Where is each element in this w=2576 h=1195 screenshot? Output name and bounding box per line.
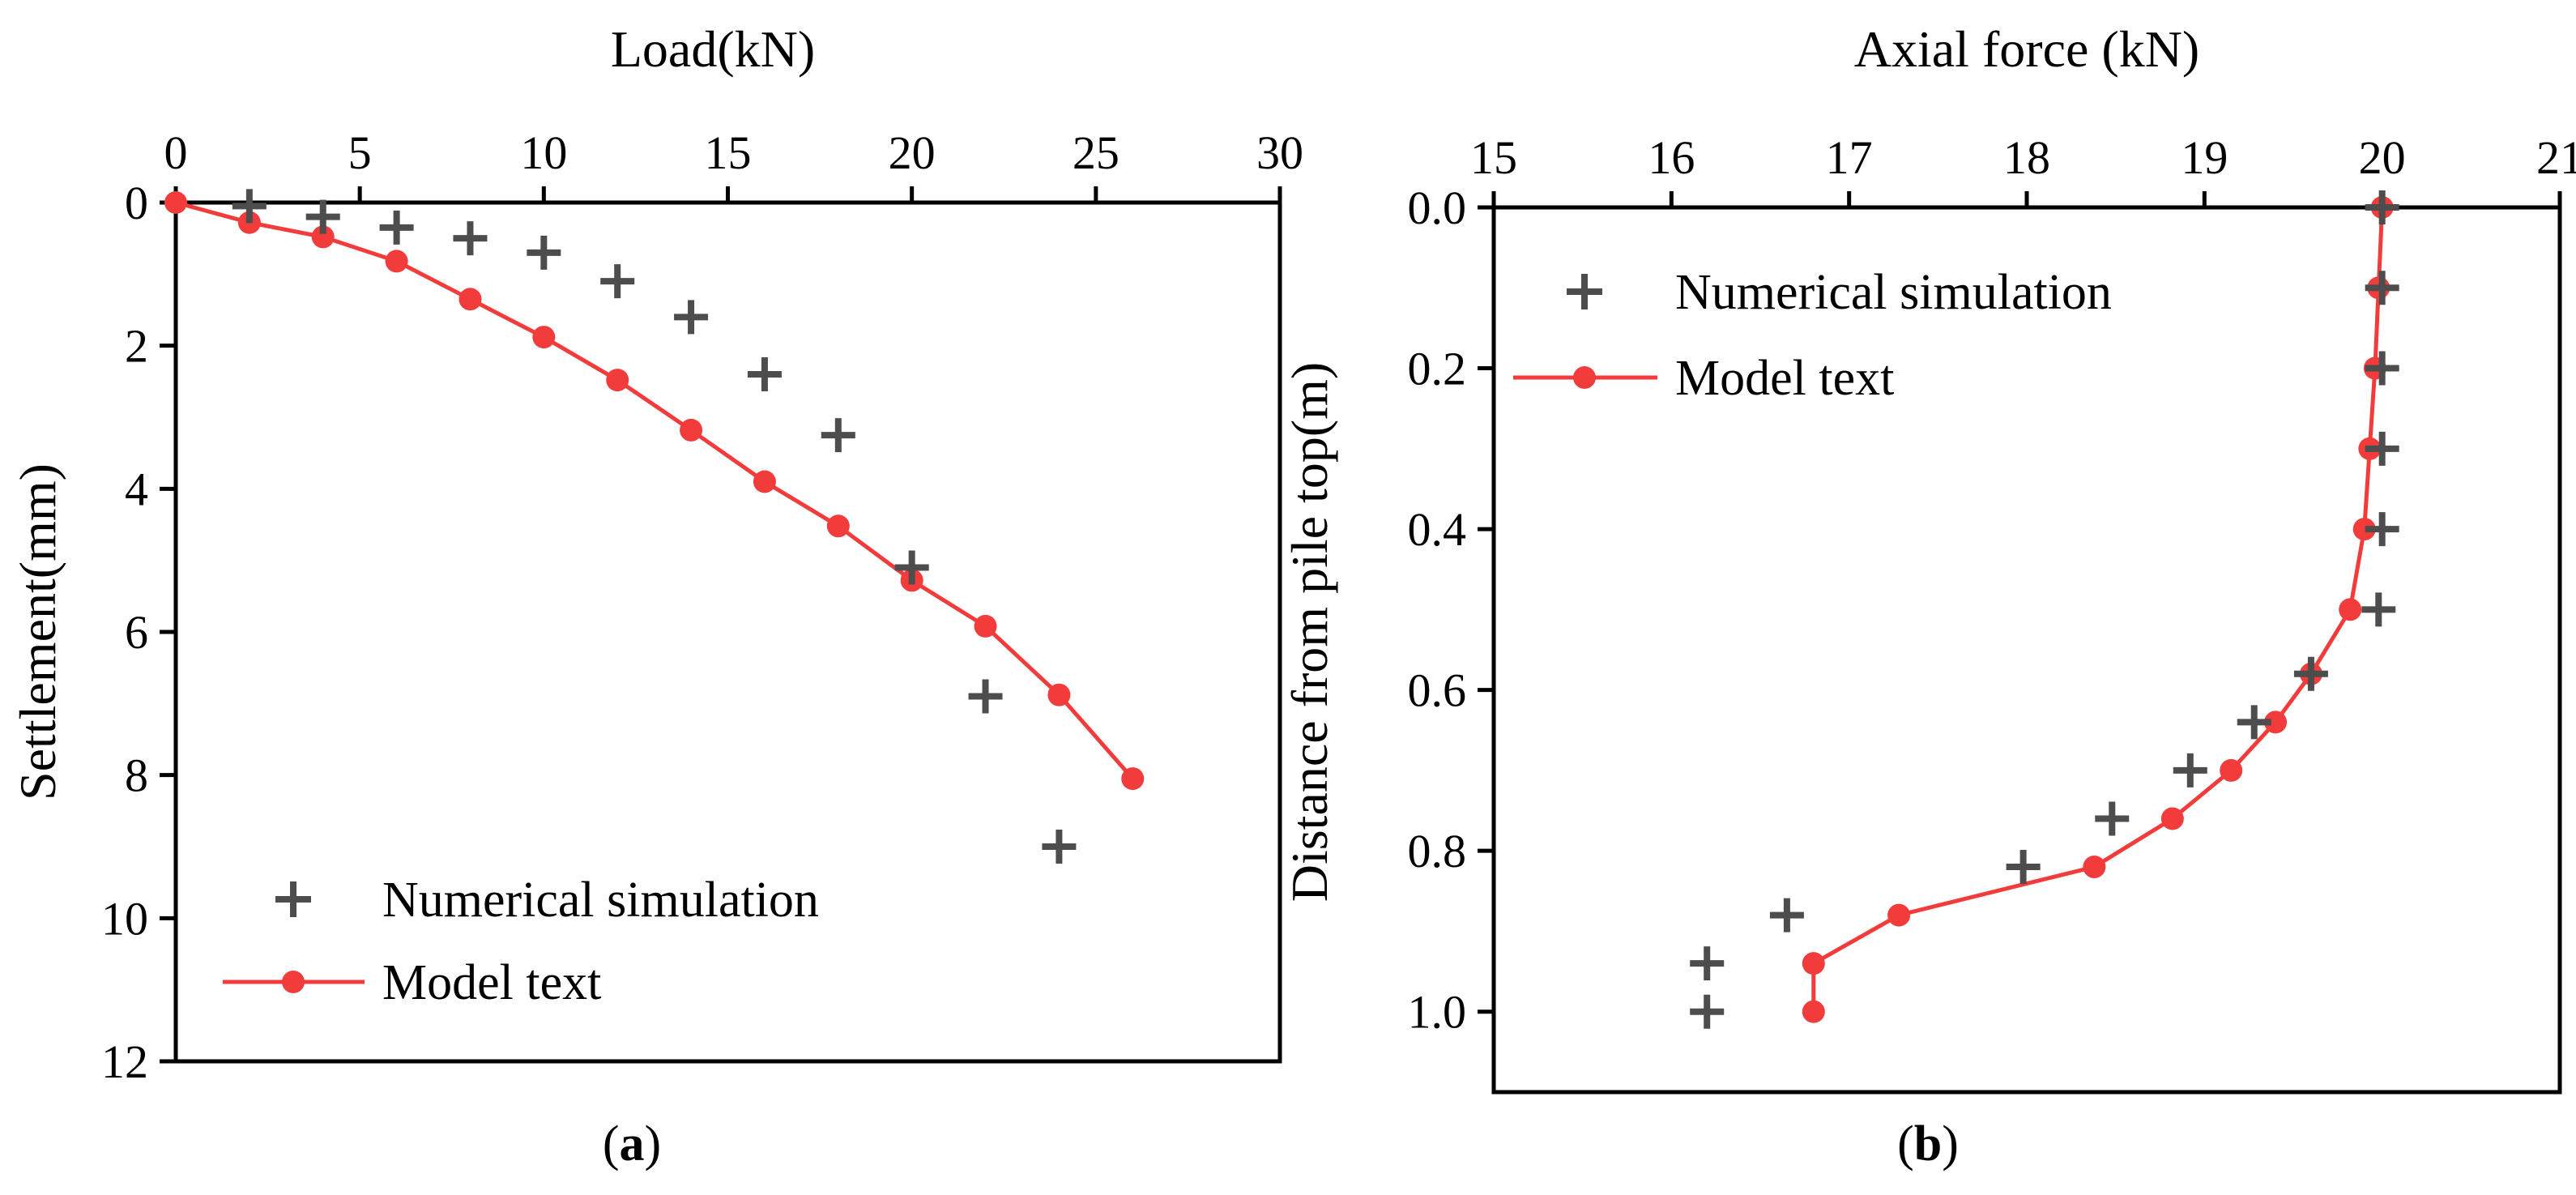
legend-b-simulation-label: Numerical simulation xyxy=(1675,265,2112,320)
y-tick-label-a-5: 10 xyxy=(101,892,148,945)
marks-a xyxy=(164,189,1144,864)
y-tick-label-a-3: 6 xyxy=(125,606,148,659)
model-point-b-5 xyxy=(2339,598,2361,621)
y-tick-label-a-1: 2 xyxy=(125,320,148,373)
model-point-b-13 xyxy=(1802,1001,1825,1023)
legend-a-simulation-label: Numerical simulation xyxy=(382,873,819,928)
legend-a: Numerical simulation Model text xyxy=(223,873,819,1010)
model-point-b-10 xyxy=(2083,856,2105,878)
y-tick-label-b-3: 0.6 xyxy=(1408,664,1467,717)
model-line-b xyxy=(1814,207,2382,1012)
panel-b: 15 16 17 18 19 20 21 0.0 0.2 0.4 0.6 0.8 1.0 Axial f… xyxy=(1281,20,2576,1172)
x-tick-label-b-5: 20 xyxy=(2359,131,2406,184)
simulation-point-a-9 xyxy=(895,551,929,585)
simulation-point-a-4 xyxy=(527,236,561,270)
model-point-a-0 xyxy=(164,191,187,214)
y-tick-label-a-0: 0 xyxy=(125,177,148,229)
simulation-point-a-7 xyxy=(748,357,782,391)
simulation-point-b-12 xyxy=(1690,946,1724,980)
model-point-a-12 xyxy=(1047,684,1070,706)
legend-b-simulation-marker xyxy=(1567,274,1602,309)
x-tick-label-a-2: 10 xyxy=(520,126,567,179)
plot-frame-a xyxy=(176,203,1280,1061)
simulation-point-a-1 xyxy=(306,200,340,234)
x-tick-label-a-6: 30 xyxy=(1256,126,1303,179)
y-tick-label-b-2: 0.4 xyxy=(1408,503,1467,556)
y-tick-label-b-1: 0.2 xyxy=(1408,343,1467,395)
model-point-a-5 xyxy=(532,326,555,348)
x-tick-label-b-3: 18 xyxy=(2003,131,2050,184)
simulation-point-b-11 xyxy=(1770,898,1804,933)
y-tick-label-a-4: 8 xyxy=(125,749,148,802)
y-axis-title-a: Settlement(mm) xyxy=(9,463,66,800)
y-tick-label-b-5: 1.0 xyxy=(1408,986,1467,1039)
legend-b-model-label: Model text xyxy=(1675,351,1894,406)
panel-label-b: (b) xyxy=(1897,1116,1959,1172)
simulation-point-b-1 xyxy=(2365,271,2399,305)
plot-frame-b xyxy=(1494,207,2560,1092)
model-point-a-9 xyxy=(827,514,850,537)
simulation-point-a-5 xyxy=(600,264,634,298)
x-tick-label-a-5: 25 xyxy=(1073,126,1120,179)
simulation-point-b-8 xyxy=(2173,753,2207,787)
simulation-point-a-3 xyxy=(453,221,487,255)
x-tick-label-b-6: 21 xyxy=(2536,131,2576,184)
model-point-b-9 xyxy=(2161,807,2184,830)
model-point-a-8 xyxy=(753,471,776,493)
model-point-b-11 xyxy=(1887,904,1910,927)
panel-label-a: (a) xyxy=(603,1116,661,1172)
x-axis-title-a: Load(kN) xyxy=(611,20,815,78)
y-tick-label-b-0: 0.0 xyxy=(1408,181,1467,234)
model-point-a-6 xyxy=(606,369,629,391)
model-point-b-8 xyxy=(2220,759,2242,782)
legend-a-model-label: Model text xyxy=(382,955,601,1010)
simulation-point-a-10 xyxy=(969,680,1003,714)
simulation-point-b-0 xyxy=(2365,190,2399,224)
x-tick-label-b-2: 17 xyxy=(1826,131,1873,184)
model-point-a-7 xyxy=(680,419,702,442)
x-tick-label-a-0: 0 xyxy=(164,126,188,179)
x-tick-label-b-1: 16 xyxy=(1648,131,1695,184)
model-point-a-11 xyxy=(975,615,997,638)
simulation-point-b-5 xyxy=(2361,592,2395,626)
simulation-point-b-10 xyxy=(2007,850,2041,884)
ticks-a: 0 5 10 15 20 25 30 0 2 4 6 8 10 12 xyxy=(101,126,1303,1088)
simulation-point-a-8 xyxy=(821,418,855,452)
legend-b: Numerical simulation Model text xyxy=(1513,265,2112,406)
x-tick-label-a-1: 5 xyxy=(348,126,372,179)
simulation-point-b-2 xyxy=(2365,352,2399,386)
simulation-point-b-9 xyxy=(2095,801,2129,835)
model-point-a-3 xyxy=(386,250,408,272)
simulation-point-a-2 xyxy=(380,211,414,245)
simulation-point-b-6 xyxy=(2294,657,2328,691)
x-tick-label-a-4: 20 xyxy=(889,126,936,179)
x-axis-title-b: Axial force (kN) xyxy=(1854,20,2199,78)
model-line-a xyxy=(176,203,1132,779)
y-tick-label-a-6: 12 xyxy=(101,1035,148,1088)
x-tick-label-a-3: 15 xyxy=(705,126,752,179)
y-tick-label-b-4: 0.8 xyxy=(1408,825,1467,877)
y-tick-label-a-2: 4 xyxy=(125,463,148,515)
model-point-a-13 xyxy=(1121,767,1144,790)
simulation-point-a-6 xyxy=(674,300,708,334)
simulation-point-b-4 xyxy=(2365,512,2399,546)
legend-a-model-marker xyxy=(223,971,365,993)
simulation-point-a-11 xyxy=(1042,830,1076,864)
x-tick-label-b-0: 15 xyxy=(1470,131,1517,184)
model-point-b-12 xyxy=(1802,952,1825,975)
panel-a: 0 5 10 15 20 25 30 0 2 4 6 8 10 12 Load(kN) Settlemen… xyxy=(9,20,1303,1172)
simulation-point-b-13 xyxy=(1690,995,1724,1029)
y-axis-title-b: Distance from pile top(m) xyxy=(1281,362,1338,902)
legend-b-model-marker xyxy=(1513,366,1657,389)
model-point-a-4 xyxy=(458,288,481,310)
legend-a-simulation-marker xyxy=(275,881,311,917)
x-tick-label-b-4: 19 xyxy=(2181,131,2228,184)
